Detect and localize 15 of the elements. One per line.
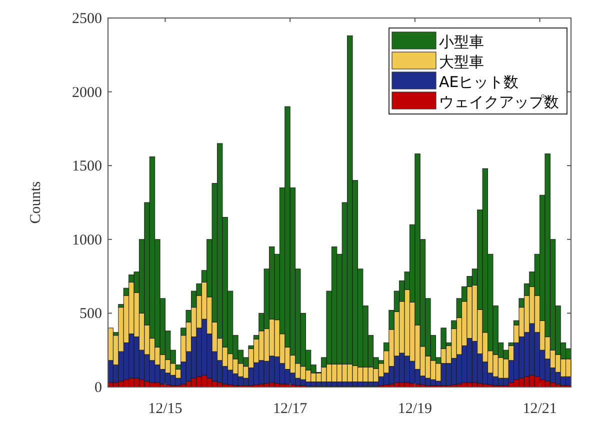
legend-label: AEヒット数 xyxy=(439,73,519,91)
legend-label: 大型車 xyxy=(439,53,484,71)
x-tick-label: 12/21 xyxy=(522,401,557,417)
x-tick-label: 12/15 xyxy=(148,401,182,417)
x-tick-label: 12/17 xyxy=(272,401,308,417)
legend-label: 小型車 xyxy=(439,33,484,51)
y-tick-label: 500 xyxy=(80,306,102,322)
legend-label: ウェイクアップ数 xyxy=(439,93,559,111)
y-tick-label: 1500 xyxy=(72,158,102,175)
y-tick-label: 0 xyxy=(94,380,102,396)
y-tick-label: 2500 xyxy=(72,11,102,27)
y-tick-label: 2000 xyxy=(72,84,102,101)
y-axis-title: Counts xyxy=(28,181,44,224)
x-tick-label: 12/19 xyxy=(398,401,432,417)
y-tick-label: 1000 xyxy=(72,232,102,248)
